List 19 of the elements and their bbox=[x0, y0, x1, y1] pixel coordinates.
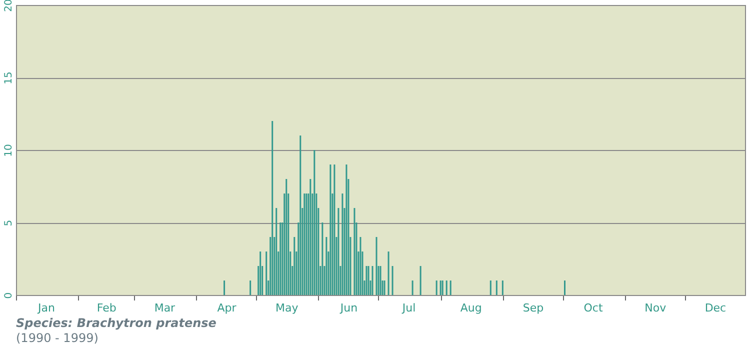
x-tick-label: May bbox=[275, 302, 299, 314]
x-tick-label: Oct bbox=[584, 302, 604, 314]
x-tick-label: Aug bbox=[460, 302, 482, 314]
y-tick-label: 10 bbox=[4, 144, 14, 157]
text: (1990 - 1999) bbox=[16, 331, 98, 345]
y-tick-label: 15 bbox=[4, 72, 14, 84]
x-tick-label: Apr bbox=[217, 302, 237, 314]
x-tick-label: Feb bbox=[96, 302, 116, 314]
x-tick-label: Jun bbox=[339, 302, 358, 314]
y-tick-label: 0 bbox=[4, 292, 14, 299]
x-tick-label: Mar bbox=[154, 302, 176, 314]
x-tick-label: Sep bbox=[522, 302, 544, 314]
x-tick-label: Jan bbox=[37, 302, 56, 314]
x-tick-label: Dec bbox=[704, 302, 726, 314]
y-tick-label: 20 bbox=[4, 0, 14, 12]
x-tick-label: Nov bbox=[644, 302, 667, 314]
x-tick-label: Jul bbox=[401, 302, 416, 314]
y-tick-label: 5 bbox=[4, 220, 14, 226]
text: Species: Brachytron pratense bbox=[16, 316, 216, 330]
